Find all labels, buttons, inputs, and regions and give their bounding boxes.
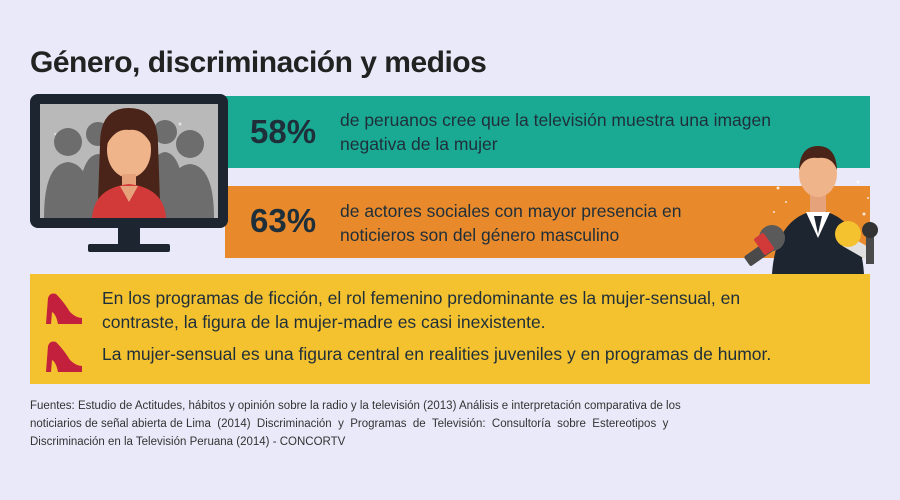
news-presenter-icon	[744, 146, 878, 274]
fact-1: En los programas de ficción, el rol feme…	[102, 286, 842, 334]
stat-band-1	[225, 96, 870, 168]
high-heel-shoe-icon	[46, 293, 82, 324]
sources-line2: noticiarios de señal abierta de Lima (20…	[30, 418, 669, 430]
tv-monitor-icon	[30, 94, 228, 252]
fact-2: La mujer-sensual es una figura central e…	[102, 344, 772, 364]
stat-text-2-line1: de actores sociales con mayor presencia …	[340, 201, 682, 221]
sources-note: Fuentes: Estudio de Actitudes, hábitos y…	[30, 397, 868, 451]
stat-value-1: 58%	[250, 113, 317, 150]
stat-text-1: de peruanos cree que la televisión muest…	[340, 108, 790, 156]
page-title: Género, discriminación y medios	[30, 46, 487, 79]
stat-text-1-line2: negativa de la mujer	[340, 134, 498, 154]
sources-line3: Discriminación en la Televisión Peruana …	[30, 436, 346, 448]
stat-text-2-line2: noticieros son del género masculino	[340, 225, 620, 245]
sources-line1: Fuentes: Estudio de Actitudes, hábitos y…	[30, 400, 681, 412]
stat-text-1-line1: de peruanos cree que la televisión muest…	[340, 110, 771, 130]
high-heel-shoe-icon	[46, 341, 82, 372]
stat-text-2: de actores sociales con mayor presencia …	[340, 199, 760, 247]
facts-box	[30, 274, 870, 384]
fact-1-line2: contraste, la figura de la mujer-madre e…	[102, 312, 546, 332]
fact-1-line1: En los programas de ficción, el rol feme…	[102, 288, 741, 308]
stat-value-2: 63%	[250, 202, 317, 239]
